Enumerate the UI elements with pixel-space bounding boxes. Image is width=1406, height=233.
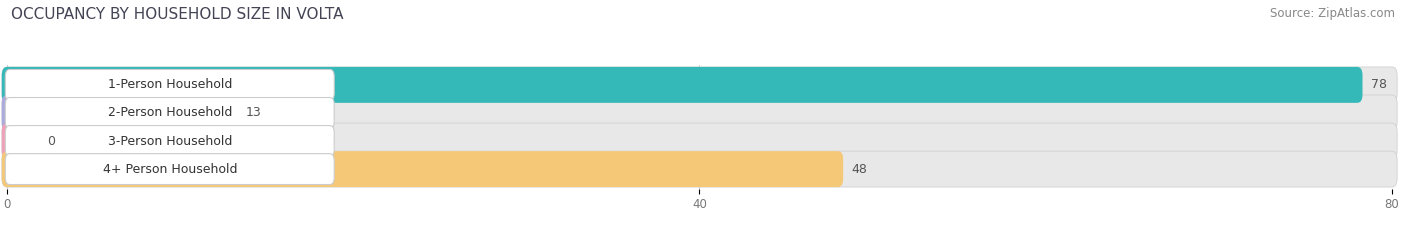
FancyBboxPatch shape xyxy=(6,154,335,185)
FancyBboxPatch shape xyxy=(1,123,38,159)
Text: 1-Person Household: 1-Person Household xyxy=(108,78,232,91)
FancyBboxPatch shape xyxy=(1,95,238,131)
Text: 4+ Person Household: 4+ Person Household xyxy=(103,163,238,176)
FancyBboxPatch shape xyxy=(1,67,1398,103)
FancyBboxPatch shape xyxy=(1,151,844,187)
FancyBboxPatch shape xyxy=(6,126,335,156)
Text: 0: 0 xyxy=(46,134,55,147)
FancyBboxPatch shape xyxy=(1,123,1398,159)
Text: Source: ZipAtlas.com: Source: ZipAtlas.com xyxy=(1270,7,1395,20)
Text: OCCUPANCY BY HOUSEHOLD SIZE IN VOLTA: OCCUPANCY BY HOUSEHOLD SIZE IN VOLTA xyxy=(11,7,343,22)
FancyBboxPatch shape xyxy=(6,69,335,100)
Text: 13: 13 xyxy=(246,106,262,120)
Text: 2-Person Household: 2-Person Household xyxy=(108,106,232,120)
FancyBboxPatch shape xyxy=(6,98,335,128)
FancyBboxPatch shape xyxy=(1,151,1398,187)
FancyBboxPatch shape xyxy=(1,95,1398,131)
Text: 48: 48 xyxy=(852,163,868,176)
Text: 3-Person Household: 3-Person Household xyxy=(108,134,232,147)
FancyBboxPatch shape xyxy=(1,67,1362,103)
Text: 78: 78 xyxy=(1371,78,1388,91)
